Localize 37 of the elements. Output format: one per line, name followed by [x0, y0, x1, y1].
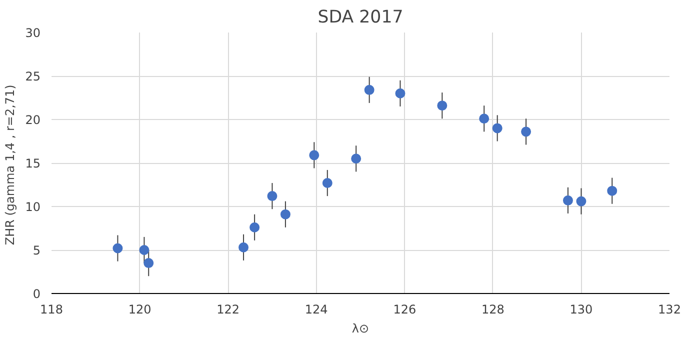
chart-title: SDA 2017: [318, 8, 404, 28]
point: [267, 191, 278, 202]
y-tick-label: 5: [32, 244, 41, 258]
y-tick-label: 25: [25, 70, 41, 84]
point: [250, 222, 260, 232]
x-tick-label: 118: [40, 302, 63, 316]
x-tick-label: 124: [304, 302, 328, 316]
point: [395, 88, 406, 98]
point: [492, 123, 502, 134]
point: [351, 154, 362, 164]
point: [562, 195, 573, 206]
point: [112, 243, 123, 254]
point: [144, 258, 154, 268]
point: [607, 186, 618, 196]
point: [322, 178, 332, 188]
point: [521, 126, 532, 137]
y-tick-label: 10: [25, 200, 41, 214]
point: [576, 196, 586, 206]
x-tick-label: 126: [393, 302, 416, 316]
y-tick-label: 30: [25, 26, 41, 40]
y-tick-label: 0: [32, 287, 41, 301]
y-axis-title: ZHR (gamma 1,4 , r=2,71): [3, 84, 18, 246]
y-tick-label: 20: [25, 113, 41, 127]
y-tick-label: 15: [25, 156, 41, 170]
x-axis-title: λ⊙: [352, 322, 370, 336]
point: [364, 84, 374, 95]
x-tick-label: 128: [481, 302, 504, 316]
point: [309, 150, 320, 160]
point: [238, 242, 249, 252]
x-tick-label: 122: [216, 302, 240, 316]
x-tick-label: 120: [128, 302, 152, 316]
point: [479, 114, 490, 124]
point: [139, 245, 150, 255]
point: [437, 100, 448, 111]
x-tick-label: 132: [658, 302, 681, 316]
point: [280, 209, 290, 220]
x-tick-label: 130: [570, 302, 593, 316]
